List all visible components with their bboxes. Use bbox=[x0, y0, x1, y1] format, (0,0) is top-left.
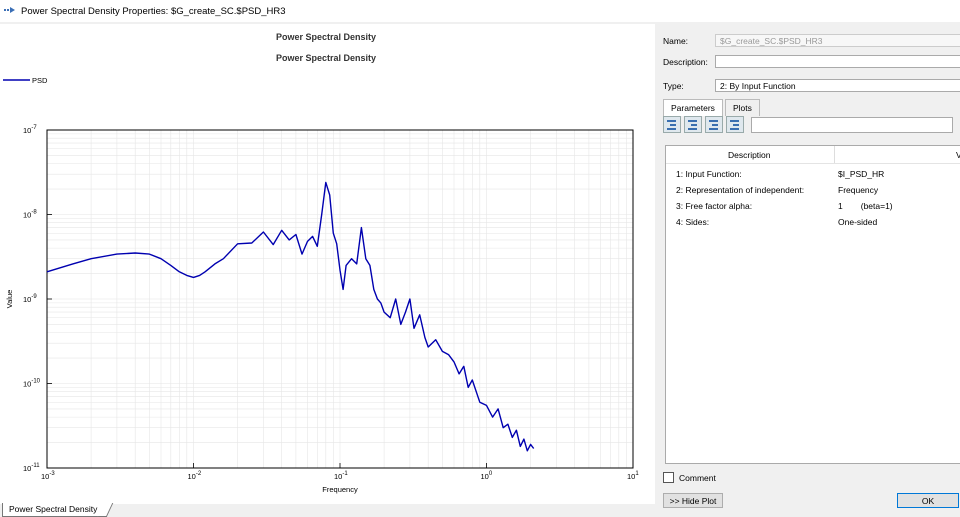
list-first-icon[interactable] bbox=[663, 116, 681, 133]
toolbar-input[interactable] bbox=[751, 116, 953, 133]
description-field[interactable] bbox=[715, 55, 960, 68]
y-tick-label: 10-7 bbox=[23, 125, 37, 135]
parameters-table[interactable]: Description Va 1: Input Function: $I_PSD… bbox=[665, 145, 960, 464]
tab-plots[interactable]: Plots bbox=[724, 99, 760, 116]
tab-strip: Parameters Plots bbox=[663, 99, 762, 116]
psd-chart: Power Spectral Density Power Spectral Den… bbox=[3, 32, 639, 494]
psd-series-line bbox=[46, 181, 535, 452]
list-last-icon[interactable] bbox=[726, 116, 744, 133]
column-separator bbox=[834, 146, 835, 164]
chart-title: Power Spectral Density bbox=[276, 32, 376, 42]
y-tick-label: 10-10 bbox=[23, 379, 41, 389]
legend-label: PSD bbox=[32, 76, 48, 85]
col-value-header[interactable]: Va bbox=[956, 150, 960, 160]
app-icon bbox=[4, 6, 16, 17]
row-extra: (beta=1) bbox=[860, 201, 893, 211]
table-row[interactable]: 1: Input Function: $I_PSD_HR bbox=[676, 169, 884, 179]
tab-parameters[interactable]: Parameters bbox=[663, 99, 723, 116]
x-tick-label: 100 bbox=[481, 471, 493, 481]
description-row: Description: bbox=[663, 55, 715, 69]
name-row: Name: bbox=[663, 34, 715, 48]
row-value: One-sided bbox=[838, 217, 878, 227]
list-prev-icon[interactable] bbox=[684, 116, 702, 133]
title-bar: Power Spectral Density Properties: $G_cr… bbox=[0, 0, 960, 22]
row-value: Frequency bbox=[838, 185, 879, 195]
row-value: 1 bbox=[838, 201, 843, 211]
window-title: Power Spectral Density Properties: $G_cr… bbox=[21, 5, 286, 17]
x-tick-label: 10-3 bbox=[41, 471, 55, 481]
name-field: $G_create_SC.$PSD_HR3 bbox=[715, 34, 960, 47]
row-description: 4: Sides: bbox=[676, 217, 710, 227]
ok-button[interactable]: OK bbox=[897, 493, 959, 508]
type-row: Type: bbox=[663, 79, 715, 93]
comment-checkbox[interactable] bbox=[663, 472, 674, 483]
chart-subtitle: Power Spectral Density bbox=[276, 53, 376, 63]
hide-plot-button[interactable]: >> Hide Plot bbox=[663, 493, 723, 508]
x-axis-label: Frequency bbox=[322, 485, 358, 494]
plot-area[interactable]: Power Spectral Density Power Spectral Den… bbox=[0, 24, 655, 504]
x-tick-label: 101 bbox=[627, 471, 639, 481]
row-description: 2: Representation of independent: bbox=[676, 185, 805, 195]
description-label: Description: bbox=[663, 57, 708, 67]
x-tick-label: 10-1 bbox=[334, 471, 348, 481]
x-tick-label: 10-2 bbox=[188, 471, 202, 481]
table-row[interactable]: 2: Representation of independent: Freque… bbox=[676, 185, 878, 195]
table-row[interactable]: 3: Free factor alpha: 1 (beta=1) bbox=[676, 201, 893, 211]
type-label: Type: bbox=[663, 81, 684, 91]
plot-tab[interactable]: Power Spectral Density bbox=[2, 503, 107, 517]
table-row[interactable]: 4: Sides: One-sided bbox=[676, 217, 877, 227]
header-divider bbox=[666, 163, 960, 164]
y-axis-label: Value bbox=[5, 290, 14, 309]
row-description: 1: Input Function: bbox=[676, 169, 742, 179]
row-description: 3: Free factor alpha: bbox=[676, 201, 753, 211]
list-next-icon[interactable] bbox=[705, 116, 723, 133]
y-tick-label: 10-9 bbox=[23, 294, 37, 304]
y-tick-label: 10-8 bbox=[23, 210, 37, 220]
comment-label: Comment bbox=[679, 472, 716, 483]
comment-row: Comment bbox=[663, 472, 716, 483]
type-select[interactable]: 2: By Input Function bbox=[715, 79, 960, 92]
col-description-header[interactable]: Description bbox=[728, 150, 771, 160]
parameters-toolbar bbox=[663, 116, 953, 133]
row-value: $I_PSD_HR bbox=[838, 169, 885, 179]
name-label: Name: bbox=[663, 36, 689, 46]
properties-panel: Name: $G_create_SC.$PSD_HR3 Description:… bbox=[657, 24, 960, 517]
y-tick-label: 10-11 bbox=[23, 463, 40, 473]
